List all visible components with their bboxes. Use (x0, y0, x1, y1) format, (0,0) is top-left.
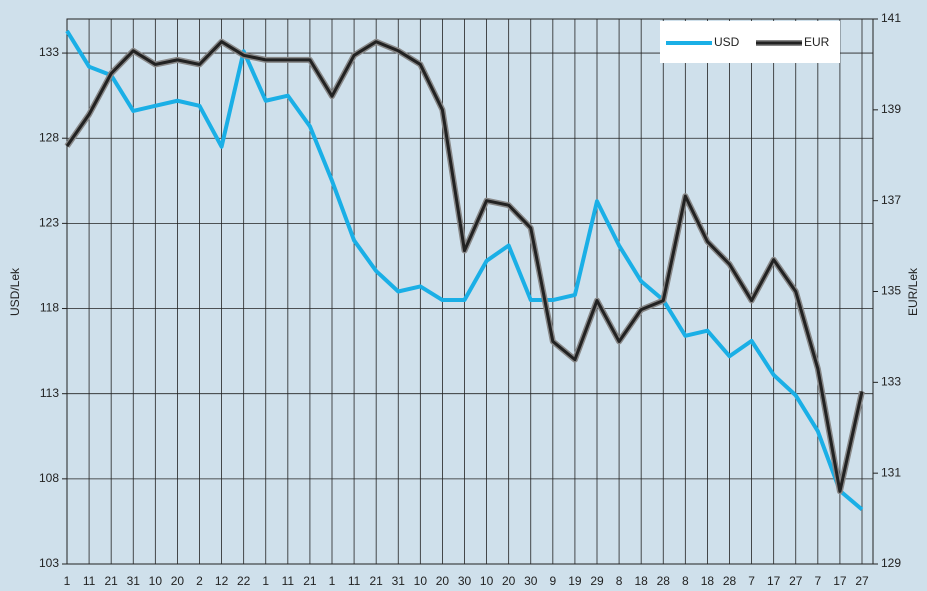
y-tick-label: 118 (40, 301, 59, 315)
x-tick-label: 21 (303, 574, 317, 588)
x-tick-label: 28 (657, 574, 671, 588)
y2-tick-label: 133 (881, 375, 901, 389)
x-tick-label: 30 (458, 574, 472, 588)
x-tick-label: 10 (414, 574, 428, 588)
y-tick-label: 108 (39, 471, 59, 485)
x-tick-label: 17 (767, 574, 781, 588)
y-axis-label: USD/Lek (8, 267, 22, 316)
x-tick-label: 8 (616, 574, 623, 588)
series-line (65, 40, 864, 493)
x-tick-label: 11 (83, 574, 96, 588)
x-tick-label: 20 (502, 574, 516, 588)
x-tick-label: 19 (568, 574, 582, 588)
y-tick-label: 133 (39, 45, 59, 59)
x-tick-label: 18 (701, 574, 715, 588)
x-tick-label: 21 (104, 574, 118, 588)
y2-tick-label: 135 (881, 284, 901, 298)
x-tick-label: 27 (855, 574, 869, 588)
x-tick-label: 30 (524, 574, 538, 588)
x-tick-label: 22 (237, 574, 251, 588)
x-tick-label: 1 (64, 574, 71, 588)
legend-label: USD (714, 35, 740, 49)
y2-tick-label: 137 (881, 193, 901, 207)
y2-tick-label: 129 (881, 556, 901, 570)
x-tick-label: 10 (149, 574, 163, 588)
x-tick-label: 31 (127, 574, 141, 588)
x-tick-label: 12 (215, 574, 229, 588)
x-tick-label: 11 (282, 574, 295, 588)
y-tick-label: 103 (39, 556, 59, 570)
legend-label: EUR (804, 35, 830, 49)
x-tick-label: 11 (348, 574, 361, 588)
x-tick-label: 8 (682, 574, 689, 588)
x-tick-label: 27 (789, 574, 803, 588)
x-tick-label: 18 (634, 574, 648, 588)
x-tick-label: 10 (480, 574, 494, 588)
y-tick-label: 128 (39, 130, 59, 144)
x-tick-label: 1 (329, 574, 336, 588)
x-tick-label: 21 (369, 574, 383, 588)
x-tick-label: 17 (833, 574, 847, 588)
x-tick-label: 9 (549, 574, 556, 588)
x-tick-label: 1 (262, 574, 269, 588)
y-tick-label: 123 (39, 216, 59, 230)
x-tick-label: 29 (590, 574, 604, 588)
x-tick-label: 2 (196, 574, 203, 588)
y-tick-label: 113 (40, 386, 59, 400)
x-tick-label: 7 (814, 574, 821, 588)
y2-tick-label: 139 (881, 102, 901, 116)
y2-tick-label: 141 (881, 11, 901, 25)
series-line (65, 29, 864, 512)
x-tick-label: 28 (723, 574, 737, 588)
y2-axis-label: EUR/Lek (906, 267, 920, 316)
x-tick-label: 20 (171, 574, 185, 588)
y2-tick-label: 131 (881, 465, 901, 479)
x-tick-label: 20 (436, 574, 450, 588)
x-tick-label: 7 (748, 574, 755, 588)
x-tick-label: 31 (392, 574, 406, 588)
